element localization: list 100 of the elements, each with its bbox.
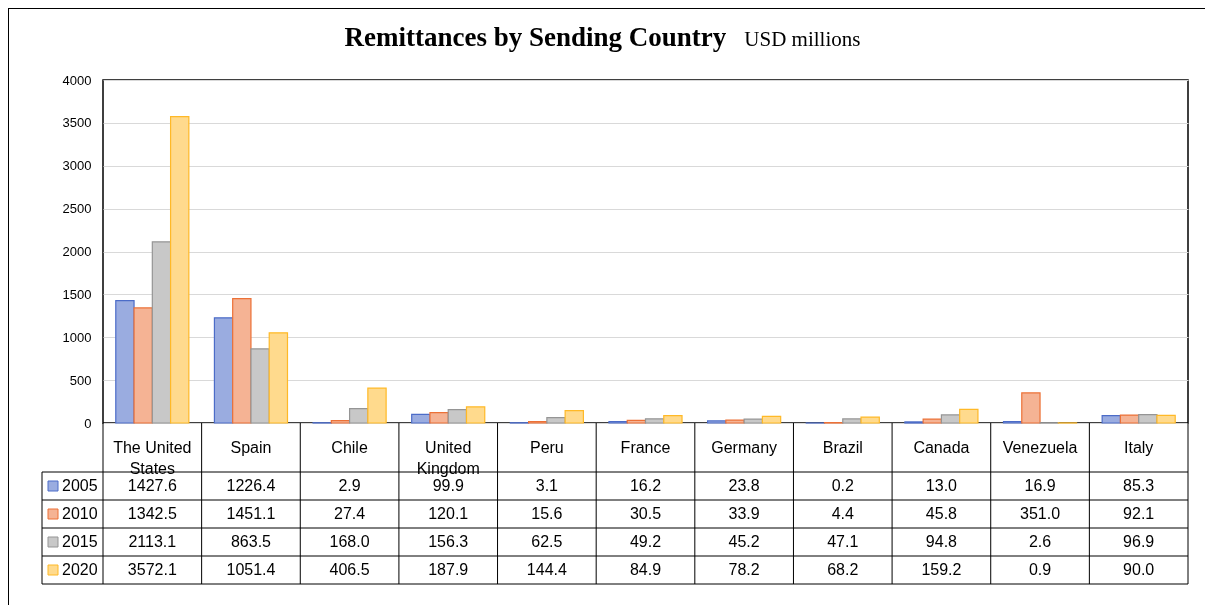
- data-label: 120.1: [428, 505, 469, 522]
- data-label: 0.9: [1028, 561, 1052, 578]
- bar: [940, 414, 961, 424]
- bar: [411, 413, 431, 424]
- bar: [268, 332, 289, 424]
- data-label: 0.2: [831, 477, 854, 494]
- data-label: 30.5: [629, 505, 662, 522]
- data-label: 156.3: [428, 533, 469, 550]
- data-label: 2.6: [1028, 533, 1052, 550]
- data-label: 351.0: [1020, 505, 1061, 522]
- data-label: 92.1: [1123, 505, 1155, 522]
- bar: [1119, 414, 1140, 424]
- data-label: 90.0: [1123, 561, 1155, 578]
- y-tick-label: 1500: [62, 286, 92, 302]
- data-label: 2.9: [338, 477, 361, 494]
- bar: [644, 418, 665, 424]
- data-label: 168.0: [329, 533, 370, 550]
- x-tick-label: Italy: [1124, 439, 1154, 456]
- y-tick-label: 1000: [62, 329, 92, 345]
- data-label: 1226.4: [226, 477, 276, 494]
- data-label: 863.5: [230, 533, 272, 550]
- y-tick-label: 3000: [62, 158, 92, 174]
- legend-label: 2015: [62, 533, 98, 550]
- data-label: 27.4: [334, 505, 366, 522]
- bar: [250, 348, 270, 424]
- bar: [743, 418, 763, 424]
- data-label: 1451.1: [226, 505, 276, 522]
- data-label: 33.9: [728, 505, 760, 522]
- data-label: 3.1: [535, 477, 559, 494]
- bar: [959, 408, 979, 424]
- data-label: 47.1: [827, 533, 859, 550]
- data-label: 2113.1: [128, 533, 177, 550]
- y-tick-label: 3500: [62, 115, 92, 131]
- y-tick-label: 4000: [62, 72, 92, 88]
- bar: [465, 406, 486, 424]
- y-tick-label: 500: [69, 372, 92, 388]
- data-label: 16.9: [1024, 477, 1056, 494]
- bar: [115, 299, 135, 424]
- data-label: 1051.4: [226, 561, 276, 578]
- bar: [626, 419, 647, 424]
- bar: [151, 241, 172, 424]
- y-tick-label: 2000: [62, 244, 92, 259]
- bar: [330, 420, 351, 424]
- bar: [213, 317, 234, 424]
- data-label: 49.2: [629, 533, 662, 550]
- bar: [1101, 415, 1122, 424]
- bar: [1021, 392, 1041, 424]
- legend-label: 2020: [62, 561, 98, 578]
- data-label: 45.2: [728, 533, 760, 550]
- bar: [169, 116, 190, 424]
- data-label: 99.9: [432, 477, 464, 494]
- bar: [447, 409, 468, 424]
- x-tick-label: Brazil: [822, 439, 863, 456]
- data-label: 406.5: [329, 561, 370, 578]
- bar: [546, 417, 566, 424]
- data-label: 3572.1: [127, 561, 177, 578]
- x-tick-label: France: [620, 439, 671, 456]
- data-label: 144.4: [526, 561, 567, 578]
- bar: [860, 416, 880, 424]
- data-label: 68.2: [827, 561, 859, 578]
- data-label: 1427.6: [127, 477, 177, 494]
- data-label: 45.8: [925, 505, 958, 522]
- legend-label: 2010: [62, 505, 98, 522]
- bar: [1156, 414, 1176, 424]
- chart-subtitle: USD millions: [744, 27, 861, 51]
- bar: [232, 297, 252, 424]
- data-label: 23.8: [728, 477, 760, 494]
- bar: [922, 418, 943, 424]
- x-tick-label: Canada: [913, 439, 970, 456]
- x-tick-label: Peru: [529, 439, 564, 456]
- bar: [663, 415, 683, 424]
- data-label: 1342.5: [127, 505, 177, 522]
- bar: [429, 412, 449, 424]
- data-label: 84.9: [629, 561, 662, 578]
- bar: [1138, 414, 1158, 424]
- x-tick-label: Germany: [711, 439, 778, 456]
- legend-label: 2005: [62, 477, 98, 494]
- bar: [842, 418, 862, 424]
- data-label: 94.8: [925, 533, 958, 550]
- data-label: 159.2: [921, 561, 962, 578]
- y-tick-label: 2500: [62, 201, 92, 217]
- bar: [725, 419, 745, 424]
- data-label: 4.4: [831, 505, 854, 522]
- chart-title: Remittances by Sending Country: [344, 22, 727, 52]
- bar: [564, 410, 584, 424]
- x-tick-label: Spain: [230, 439, 272, 456]
- data-label: 85.3: [1123, 477, 1155, 494]
- x-tick-label: The United States: [113, 439, 192, 477]
- x-tick-label: Venezuela: [1002, 439, 1078, 456]
- bar: [367, 387, 387, 424]
- data-label: 13.0: [925, 477, 958, 494]
- data-label: 15.6: [531, 505, 563, 522]
- bar: [707, 420, 727, 424]
- y-tick-label: 0: [84, 415, 92, 431]
- data-label: 78.2: [728, 561, 760, 578]
- bar: [133, 307, 153, 424]
- data-label: 187.9: [428, 561, 469, 578]
- bar: [761, 415, 782, 424]
- x-tick-label: Chile: [331, 439, 368, 456]
- data-label: 62.5: [531, 533, 563, 550]
